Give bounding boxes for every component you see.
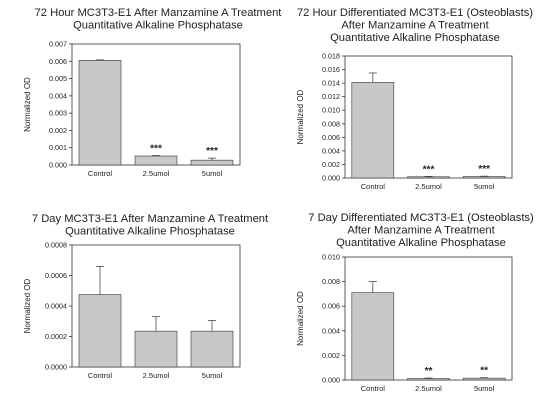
category-label: Control xyxy=(88,169,113,178)
bar xyxy=(78,60,122,166)
category-label: 5umol xyxy=(474,384,495,393)
y-axis-label: Normalized OD xyxy=(296,291,305,346)
y-tick-label: 0.007 xyxy=(49,40,67,49)
y-tick-label: 0.018 xyxy=(322,52,340,61)
bar xyxy=(134,155,178,166)
y-tick-label: 0.000 xyxy=(49,161,67,170)
bar xyxy=(407,176,450,179)
y-axis-label: Normalized OD xyxy=(23,278,32,333)
category-label: 5umol xyxy=(474,182,495,191)
y-tick-label: 0.0008 xyxy=(45,241,67,250)
y-tick-label: 0.0006 xyxy=(45,271,67,280)
bar xyxy=(462,176,506,179)
y-axis-label: Normalized OD xyxy=(296,89,305,144)
category-label: 2.5umol xyxy=(143,371,170,380)
chart-title-line: Quantitative Alkaline Phosphatase xyxy=(73,20,243,32)
y-tick-label: 0.006 xyxy=(322,302,340,311)
y-tick-label: 0.012 xyxy=(322,92,340,101)
bar xyxy=(462,377,506,381)
y-tick-label: 0.004 xyxy=(322,326,340,335)
y-tick-label: 0.002 xyxy=(49,126,67,135)
y-axis-label: Normalized OD xyxy=(23,77,32,132)
chart-panel-2: 72 Hour Differentiated MC3T3-E1 (Osteobl… xyxy=(296,7,533,191)
significance-marker: *** xyxy=(206,146,218,157)
chart-title-line: After Manzamine A Treatment xyxy=(341,20,489,32)
bar xyxy=(190,330,234,368)
y-tick-label: 0.0002 xyxy=(45,332,67,341)
y-tick-label: 0.0000 xyxy=(45,363,67,372)
y-tick-label: 0.002 xyxy=(322,351,340,360)
y-tick-label: 0.008 xyxy=(322,277,340,286)
y-tick-label: 0.0004 xyxy=(45,302,67,311)
chart-title-line: Quantitative Alkaline Phosphatase xyxy=(65,226,235,238)
y-tick-label: 0.010 xyxy=(322,253,340,262)
significance-marker: ** xyxy=(425,366,433,377)
y-tick-label: 0.004 xyxy=(49,91,67,100)
category-label: Control xyxy=(361,384,386,393)
y-tick-label: 0.008 xyxy=(322,119,340,128)
y-tick-label: 0.006 xyxy=(49,57,67,66)
chart-title-line: 72 Hour MC3T3-E1 After Manzamine A Treat… xyxy=(35,7,283,19)
category-label: 2.5umol xyxy=(415,384,442,393)
bar xyxy=(78,294,122,368)
significance-marker: *** xyxy=(150,143,162,154)
category-label: Control xyxy=(361,182,386,191)
chart-title-line: Quantitative Alkaline Phosphatase xyxy=(336,237,506,249)
category-label: 2.5umol xyxy=(143,169,170,178)
bar xyxy=(134,330,178,368)
chart-title-line: After Manzamine A Treatment xyxy=(347,225,495,237)
y-tick-label: 0.000 xyxy=(322,376,340,385)
category-label: 5umol xyxy=(202,371,223,380)
bar xyxy=(190,159,234,166)
chart-title-line: Quantitative Alkaline Phosphatase xyxy=(330,32,500,44)
y-tick-label: 0.006 xyxy=(322,133,340,142)
significance-marker: ** xyxy=(480,366,488,377)
significance-marker: *** xyxy=(423,164,435,175)
chart-panel-3: 7 Day MC3T3-E1 After Manzamine A Treatme… xyxy=(23,213,269,380)
significance-marker: *** xyxy=(478,164,490,175)
bar xyxy=(351,292,395,381)
chart-panel-1: 72 Hour MC3T3-E1 After Manzamine A Treat… xyxy=(23,7,282,178)
y-tick-label: 0.016 xyxy=(322,65,340,74)
y-tick-label: 0.005 xyxy=(49,74,67,83)
chart-title-line: 7 Day MC3T3-E1 After Manzamine A Treatme… xyxy=(32,213,269,225)
y-tick-label: 0.000 xyxy=(322,174,340,183)
category-label: 2.5umol xyxy=(415,182,442,191)
category-label: Control xyxy=(88,371,113,380)
chart-title-line: 7 Day Differentiated MC3T3-E1 (Osteoblas… xyxy=(308,212,534,224)
y-tick-label: 0.010 xyxy=(322,106,340,115)
bar xyxy=(407,378,450,381)
y-tick-label: 0.002 xyxy=(322,160,340,169)
bar xyxy=(351,82,395,179)
chart-panel-4: 7 Day Differentiated MC3T3-E1 (Osteoblas… xyxy=(296,212,534,393)
chart-title-line: 72 Hour Differentiated MC3T3-E1 (Osteobl… xyxy=(297,7,533,19)
y-tick-label: 0.003 xyxy=(49,109,67,118)
y-tick-label: 0.001 xyxy=(49,143,67,152)
category-label: 5umol xyxy=(202,169,223,178)
y-tick-label: 0.014 xyxy=(322,79,340,88)
y-tick-label: 0.004 xyxy=(322,146,340,155)
